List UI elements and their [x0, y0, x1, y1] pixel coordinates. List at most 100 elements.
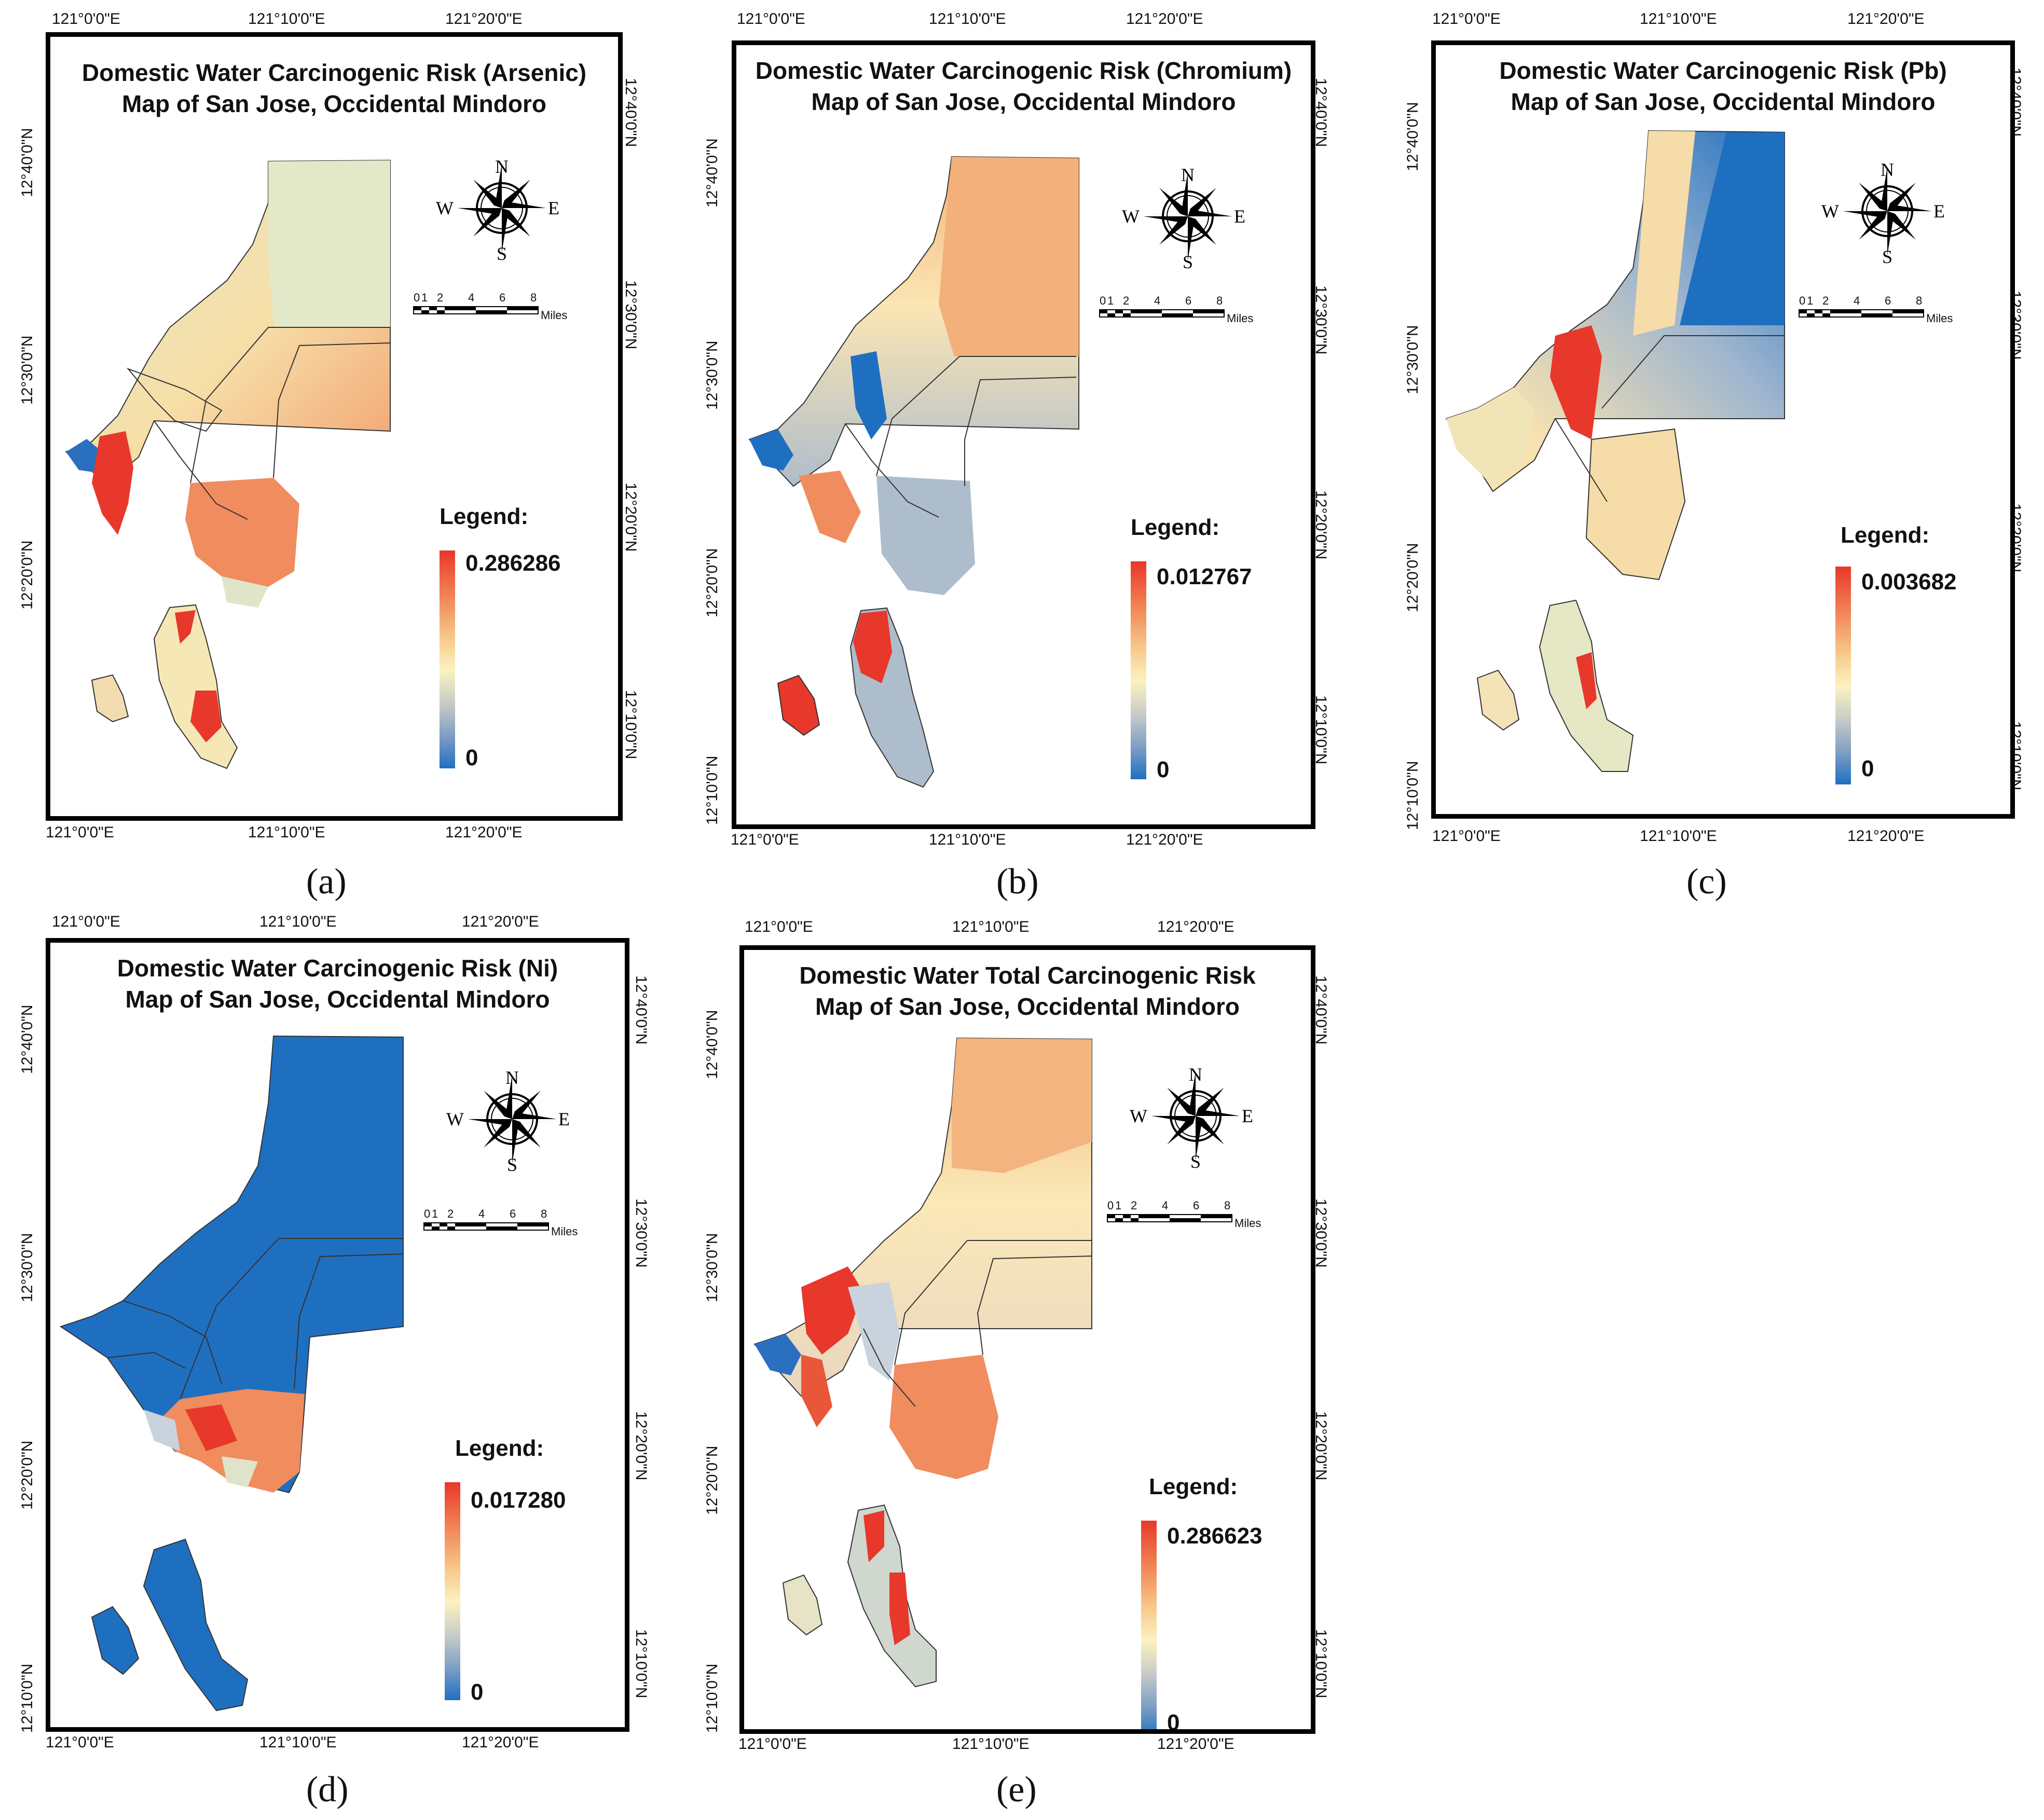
map-frame: Domestic Water Carcinogenic Risk (Chromi…	[732, 40, 1315, 829]
lon-top-1: 121°0'0"E	[1432, 10, 1501, 27]
legend-max-value: 0.286623	[1167, 1523, 1263, 1549]
lon-top-1: 121°0'0"E	[745, 918, 813, 935]
map-frame: Domestic Water Carcinogenic Risk (Ni) Ma…	[46, 938, 629, 1732]
lon-top-2: 121°10'0"E	[952, 918, 1030, 935]
lon-bottom-1: 121°0'0"E	[731, 831, 799, 848]
legend-color-bar	[1835, 567, 1851, 784]
compass-n: N	[1881, 159, 1894, 180]
lon-top-3: 121°20'0"E	[445, 10, 523, 27]
map-title-line2: Map of San Jose, Occidental Mindoro	[122, 90, 546, 117]
mainland-region	[64, 159, 391, 608]
scale-bar	[413, 306, 539, 314]
lat-left-2: 12°30'0"N	[19, 335, 36, 405]
lat-right-3: 12°20'0"N	[622, 482, 639, 552]
panel-caption: (d)	[306, 1770, 349, 1810]
compass-rose	[1842, 166, 1932, 256]
legend-min-value: 0	[1157, 757, 1170, 782]
map-title-line2: Map of San Jose, Occidental Mindoro	[815, 993, 1240, 1020]
lat-left-4: 12°10'0"N	[1404, 761, 1421, 830]
compass-s: S	[1183, 252, 1193, 272]
lon-top-1: 121°0'0"E	[737, 10, 805, 27]
lat-left-1: 12°40'0"N	[19, 1004, 36, 1074]
compass-e: E	[1933, 201, 1945, 222]
compass-w: W	[436, 198, 454, 218]
lat-left-3: 12°20'0"N	[704, 548, 721, 617]
legend-max-value: 0.017280	[471, 1487, 566, 1513]
lon-bottom-2: 121°10'0"E	[248, 824, 325, 841]
lon-bottom-3: 121°20'0"E	[1157, 1735, 1234, 1753]
lat-right-4: 12°10'0"N	[633, 1629, 650, 1699]
mainland-region	[753, 1037, 1092, 1479]
compass-n: N	[1181, 164, 1195, 185]
map-frame: Domestic Water Carcinogenic Risk (Pb) Ma…	[1431, 40, 2015, 819]
legend-min-value: 0	[471, 1679, 484, 1705]
compass-w: W	[446, 1109, 464, 1129]
legend-title: Legend:	[1131, 515, 1220, 540]
lat-left-2: 12°30'0"N	[704, 1233, 721, 1302]
legend-color-bar	[440, 550, 455, 768]
lat-left-4: 12°10'0"N	[704, 755, 721, 825]
legend-min-value: 0	[1167, 1710, 1180, 1734]
compass-rose	[1150, 1071, 1241, 1161]
map-frame: Domestic Water Carcinogenic Risk (Arseni…	[46, 32, 623, 821]
lat-right-4: 12°10'0"N	[622, 690, 639, 760]
lon-top-3: 121°20'0"E	[1847, 10, 1925, 27]
lat-left-3: 12°20'0"N	[19, 1440, 36, 1510]
lon-top-2: 121°10'0"E	[259, 913, 337, 930]
lon-bottom-1: 121°0'0"E	[46, 1734, 114, 1751]
lon-bottom-2: 121°10'0"E	[952, 1735, 1030, 1753]
lat-left-3: 12°20'0"N	[704, 1445, 721, 1515]
lon-top-1: 121°0'0"E	[52, 913, 120, 930]
mainland-region	[59, 1035, 404, 1494]
legend-title: Legend:	[455, 1436, 544, 1461]
compass-rose	[1143, 171, 1233, 261]
map-canvas: N S W E	[1445, 130, 1945, 772]
lat-left-3: 12°20'0"N	[1404, 543, 1421, 612]
lat-left-2: 12°30'0"N	[704, 340, 721, 410]
panel-caption: (a)	[306, 862, 347, 902]
island-region	[91, 1538, 249, 1712]
compass-n: N	[495, 156, 509, 177]
lon-bottom-3: 121°20'0"E	[1847, 828, 1925, 845]
compass-rose	[467, 1074, 557, 1164]
lon-top-1: 121°0'0"E	[52, 10, 120, 27]
lat-left-1: 12°40'0"N	[19, 128, 36, 197]
compass-s: S	[507, 1154, 517, 1175]
panel-caption: (b)	[996, 862, 1039, 902]
lat-right-3: 12°20'0"N	[633, 1411, 650, 1481]
lon-top-2: 121°10'0"E	[248, 10, 325, 27]
lon-bottom-1: 121°0'0"E	[1432, 828, 1501, 845]
lat-left-4: 12°10'0"N	[704, 1663, 721, 1733]
map-title-line2: Map of San Jose, Occidental Mindoro	[125, 986, 550, 1013]
map-canvas: N S W E	[59, 1035, 570, 1712]
map-title-line1: Domestic Water Carcinogenic Risk (Pb)	[1499, 57, 1947, 84]
lat-right-1: 12°40'0"N	[622, 78, 639, 147]
lon-bottom-2: 121°10'0"E	[1640, 828, 1717, 845]
compass-n: N	[1189, 1064, 1202, 1085]
mainland-region	[1445, 130, 1785, 581]
compass-e: E	[1234, 206, 1245, 227]
map-canvas: N S W E	[753, 1037, 1253, 1688]
compass-e: E	[548, 198, 559, 218]
lat-right-2: 12°30'0"N	[622, 280, 639, 350]
map-title-line2: Map of San Jose, Occidental Mindoro	[1511, 88, 1936, 115]
lat-left-1: 12°40'0"N	[1404, 102, 1421, 171]
lon-bottom-2: 121°10'0"E	[259, 1734, 337, 1751]
lon-top-2: 121°10'0"E	[929, 10, 1006, 27]
map-title-line1: Domestic Water Carcinogenic Risk (Ni)	[117, 955, 558, 982]
scale-bar	[1107, 1214, 1232, 1222]
lon-bottom-1: 121°0'0"E	[46, 824, 114, 841]
panel-caption: (c)	[1686, 862, 1727, 902]
map-canvas: N S W E	[64, 156, 559, 769]
panel-caption: (e)	[996, 1770, 1037, 1810]
lat-left-1: 12°40'0"N	[704, 138, 721, 208]
legend-min-value: 0	[465, 745, 478, 770]
legend-max-value: 0.012767	[1157, 564, 1252, 589]
island-region	[91, 604, 238, 769]
legend-min-value: 0	[1861, 756, 1874, 781]
legend-color-bar	[1131, 561, 1146, 779]
compass-s: S	[497, 243, 507, 264]
legend-title: Legend:	[1149, 1474, 1238, 1499]
compass-n: N	[505, 1067, 519, 1088]
scale-bar	[423, 1222, 549, 1231]
